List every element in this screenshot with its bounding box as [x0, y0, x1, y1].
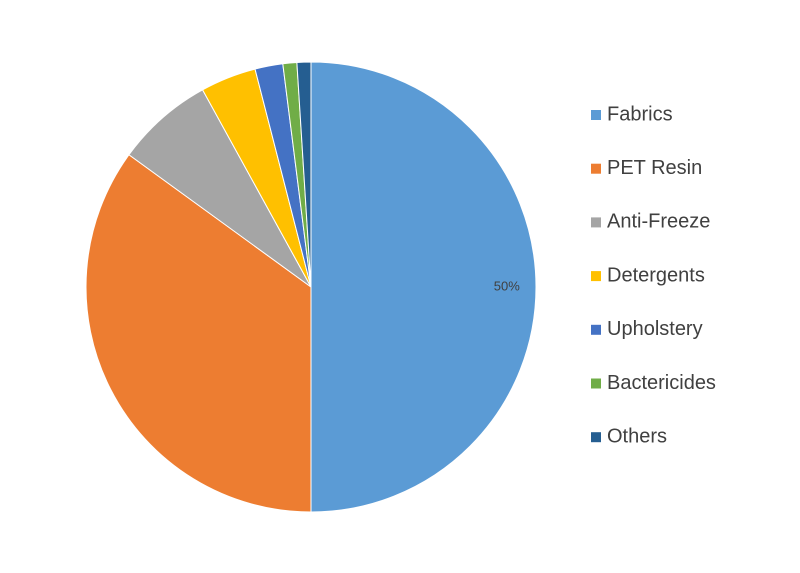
legend-text: Bactericides	[607, 372, 716, 394]
legend-swatch	[591, 432, 601, 443]
legend-text: Others	[607, 425, 667, 447]
legend-swatch	[591, 271, 601, 282]
legend-swatch	[591, 163, 601, 174]
pie-slice	[296, 61, 312, 288]
legend-text: Anti-Freeze	[607, 211, 710, 233]
value-label: 50%	[494, 278, 520, 293]
legend-text: Fabrics	[607, 103, 673, 125]
legend-text: Upholstery	[607, 318, 703, 340]
legend-swatch	[591, 378, 601, 389]
pie-slice	[310, 61, 537, 513]
legend-text: Detergents	[607, 264, 705, 286]
pie-slice	[85, 154, 312, 513]
legend-swatch	[591, 324, 601, 335]
legend-text: PET Resin	[607, 157, 702, 179]
legend-swatch	[591, 110, 601, 120]
legend-swatch	[591, 217, 601, 228]
